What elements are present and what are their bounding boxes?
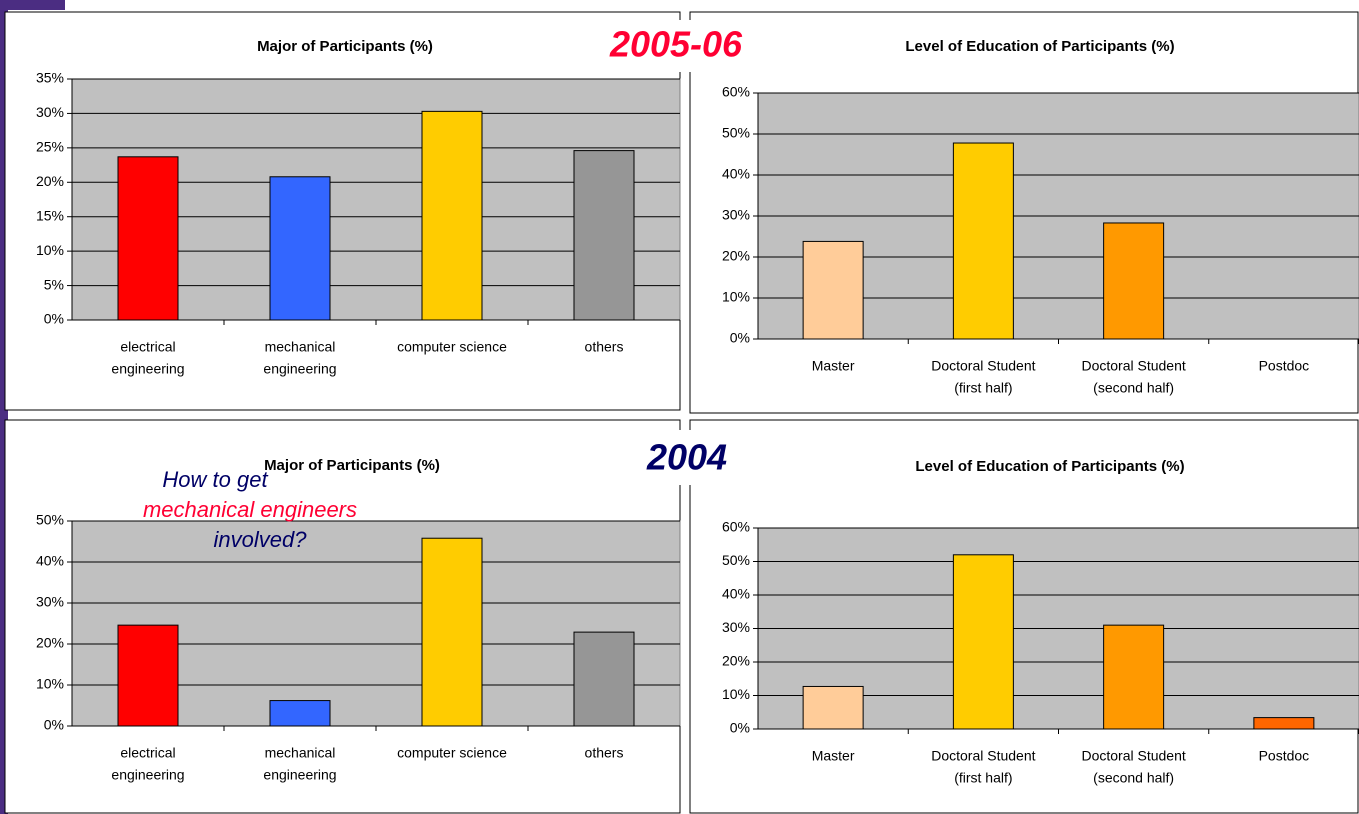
bar — [802, 685, 864, 730]
top-strip — [0, 0, 65, 10]
x-tick-label: mechanical — [265, 745, 336, 761]
bar — [421, 110, 483, 321]
annotation: involved? — [214, 527, 308, 552]
x-tick-label: Master — [812, 358, 855, 374]
x-tick-label: others — [585, 745, 624, 761]
year-heading: 2005-06 — [609, 24, 743, 65]
bar — [573, 631, 635, 727]
heading-bg — [610, 430, 755, 485]
x-tick-label: Postdoc — [1259, 358, 1310, 374]
x-tick-label: electrical — [120, 745, 175, 761]
y-tick-label: 30% — [36, 104, 64, 120]
y-tick-label: 0% — [730, 720, 750, 736]
x-tick-label: engineering — [263, 361, 336, 377]
x-tick-label: Master — [812, 748, 855, 764]
y-tick-label: 20% — [722, 248, 750, 264]
y-tick-label: 30% — [722, 207, 750, 223]
chart-title: Level of Education of Participants (%) — [915, 458, 1184, 475]
y-tick-label: 20% — [36, 173, 64, 189]
bar — [117, 624, 179, 727]
y-tick-label: 5% — [44, 276, 64, 292]
y-tick-label: 35% — [36, 70, 64, 86]
y-tick-label: 25% — [36, 139, 64, 155]
y-tick-label: 0% — [730, 330, 750, 346]
x-tick-label: electrical — [120, 339, 175, 355]
y-tick-label: 30% — [36, 594, 64, 610]
x-tick-label: others — [585, 339, 624, 355]
x-tick-label: mechanical — [265, 339, 336, 355]
x-tick-label: (second half) — [1093, 380, 1174, 396]
y-tick-label: 15% — [36, 207, 64, 223]
y-tick-label: 50% — [722, 125, 750, 141]
y-tick-label: 20% — [36, 635, 64, 651]
bar — [1103, 624, 1165, 730]
x-tick-label: computer science — [397, 745, 507, 761]
y-tick-label: 10% — [722, 289, 750, 305]
year-heading: 2004 — [646, 437, 727, 478]
annotation: How to get — [162, 467, 268, 492]
y-tick-label: 60% — [722, 519, 750, 535]
x-tick-label: Doctoral Student — [931, 358, 1035, 374]
bar — [269, 176, 331, 321]
bar — [1253, 717, 1315, 730]
x-tick-label: engineering — [263, 767, 336, 783]
x-tick-label: engineering — [111, 361, 184, 377]
x-tick-label: (second half) — [1093, 770, 1174, 786]
bar — [421, 537, 483, 727]
y-tick-label: 50% — [722, 552, 750, 568]
x-tick-label: Doctoral Student — [1081, 358, 1185, 374]
y-tick-label: 50% — [36, 512, 64, 528]
bar — [952, 554, 1014, 730]
x-tick-label: (first half) — [954, 380, 1012, 396]
chart-title: Level of Education of Participants (%) — [905, 38, 1174, 55]
y-tick-label: 30% — [722, 619, 750, 635]
y-tick-label: 40% — [722, 586, 750, 602]
bar — [802, 240, 864, 340]
y-tick-label: 10% — [36, 676, 64, 692]
x-tick-label: engineering — [111, 767, 184, 783]
side-strip — [0, 0, 8, 814]
bar — [1103, 222, 1165, 340]
y-tick-label: 0% — [44, 311, 64, 327]
x-tick-label: (first half) — [954, 770, 1012, 786]
x-tick-label: Doctoral Student — [931, 748, 1035, 764]
bar — [269, 700, 331, 727]
y-tick-label: 10% — [722, 686, 750, 702]
y-tick-label: 0% — [44, 717, 64, 733]
y-tick-label: 40% — [722, 166, 750, 182]
chart-title: Major of Participants (%) — [264, 457, 440, 474]
heading-bg — [600, 20, 755, 72]
x-tick-label: Doctoral Student — [1081, 748, 1185, 764]
bar — [573, 150, 635, 321]
chart-title: Major of Participants (%) — [257, 38, 433, 55]
y-tick-label: 60% — [722, 84, 750, 100]
annotation: mechanical engineers — [143, 497, 357, 522]
y-tick-label: 10% — [36, 242, 64, 258]
bar — [952, 142, 1014, 340]
x-tick-label: Postdoc — [1259, 748, 1310, 764]
bar — [117, 156, 179, 321]
y-tick-label: 20% — [722, 653, 750, 669]
x-tick-label: computer science — [397, 339, 507, 355]
y-tick-label: 40% — [36, 553, 64, 569]
